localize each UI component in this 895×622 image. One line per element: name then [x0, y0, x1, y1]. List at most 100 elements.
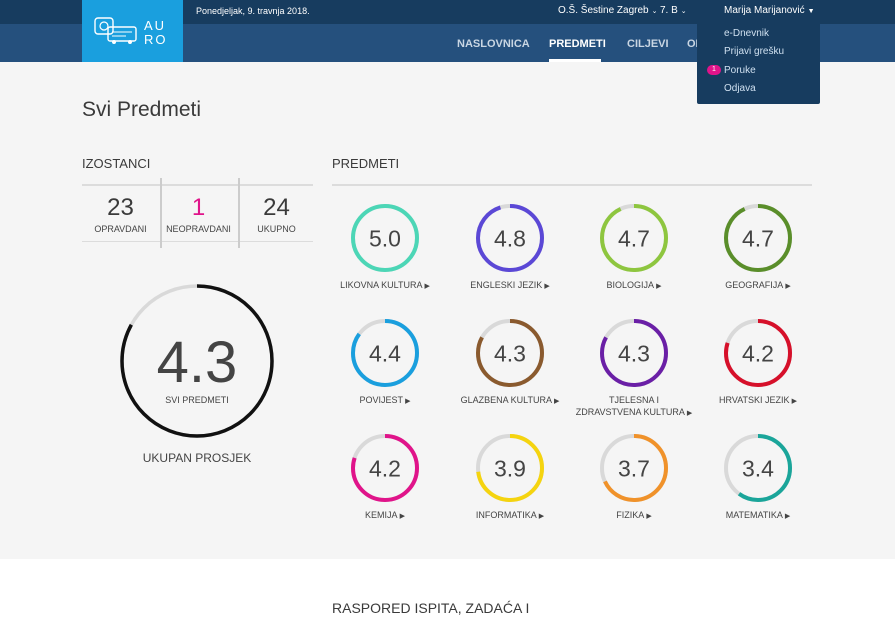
subject-povijest-ring[interactable]: 4.4 — [351, 319, 419, 387]
subject-label-text: HRVATSKI JEZIK — [719, 395, 790, 405]
subject-label-text: INFORMATIKA — [475, 510, 537, 520]
subjects-heading: PREDMETI — [332, 156, 400, 171]
subject-label-text: POVIJEST — [359, 395, 404, 405]
absences-unexcused: 1 NEOPRAVDANI — [160, 186, 237, 242]
subject-label-text: MATEMATIKA — [725, 510, 783, 520]
subject-link-tjelesna-i-zdravstvena-kultura[interactable]: TJELESNA I ZDRAVSTVENA KULTURA ▶ — [564, 394, 704, 420]
subject-link-geografija[interactable]: GEOGRAFIJA ▶ — [688, 279, 828, 293]
column-divider — [238, 178, 240, 248]
subject-glazbena-kultura-ring-progress — [476, 319, 544, 387]
caret-right-icon: ▶ — [784, 513, 791, 520]
subject-matematika-value: 3.4 — [742, 455, 774, 481]
overall-average-label: SVI PREDMETI — [165, 395, 229, 405]
menu-item-report-bug[interactable]: Prijavi grešku — [724, 46, 785, 57]
user-dropdown-menu: e-Dnevnik Prijavi grešku 1 Poruke Odjava — [697, 24, 820, 104]
schedule-section — [0, 559, 895, 622]
subject-biologija-value: 4.7 — [618, 225, 650, 251]
subject-link-povijest[interactable]: POVIJEST ▶ — [315, 394, 455, 408]
app-logo[interactable]: AU RO — [82, 0, 183, 62]
caret-right-icon: ▶ — [405, 398, 411, 405]
subject-informatika-value: 3.9 — [494, 455, 526, 481]
logo-icon — [94, 17, 137, 44]
school-selector[interactable]: O.Š. Šestine Zagreb ⌄ — [558, 5, 657, 16]
caret-right-icon: ▶ — [656, 283, 662, 290]
subject-label-text: BIOLOGIJA — [606, 280, 655, 290]
subject-label-text: KEMIJA — [365, 510, 398, 520]
overall-average-caption: UKUPAN PROSJEK — [142, 451, 252, 465]
subject-likovna-kultura-value: 5.0 — [369, 225, 401, 251]
subject-fizika-value: 3.7 — [618, 455, 650, 481]
subject-fizika-ring[interactable]: 3.7 — [600, 434, 668, 502]
subject-kemija-value: 4.2 — [369, 455, 401, 481]
subject-matematika-ring[interactable]: 3.4 — [724, 434, 792, 502]
subject-link-hrvatski-jezik[interactable]: HRVATSKI JEZIK ▶ — [688, 394, 828, 408]
subject-matematika-ring-progress — [724, 434, 792, 502]
column-divider — [160, 178, 162, 248]
subject-povijest-ring-progress — [351, 319, 419, 387]
subject-label-text: TJELESNA I — [608, 395, 660, 405]
overall-average-ring-progress — [120, 284, 274, 438]
subject-informatika-ring-progress — [476, 434, 544, 502]
subject-glazbena-kultura-ring[interactable]: 4.3 — [476, 319, 544, 387]
subject-link-informatika[interactable]: INFORMATIKA ▶ — [440, 509, 580, 523]
subject-label-text: GLAZBENA KULTURA — [460, 395, 552, 405]
subject-label-text: FIZIKA — [616, 510, 645, 520]
subject-fizika-ring-progress — [600, 434, 668, 502]
caret-right-icon: ▶ — [399, 513, 405, 520]
user-name: Marija Marijanović — [724, 5, 805, 16]
absences-excused-count: 23 — [107, 194, 134, 221]
subject-geografija-ring[interactable]: 4.7 — [724, 204, 792, 272]
subject-likovna-kultura-ring-progress — [351, 204, 419, 272]
subject-likovna-kultura-ring[interactable]: 5.0 — [351, 204, 419, 272]
absences-total-label: UKUPNO — [257, 224, 296, 234]
subject-label-text: LIKOVNA KULTURA — [340, 280, 423, 290]
subject-label-text: ENGLESKI JEZIK — [470, 280, 543, 290]
subject-kemija-ring-progress — [351, 434, 419, 502]
nav-ciljevi[interactable]: CILJEVI — [627, 38, 669, 50]
subject-link-likovna-kultura[interactable]: LIKOVNA KULTURA ▶ — [315, 279, 455, 293]
caret-down-icon: ▼ — [807, 8, 815, 15]
nav-naslovnica[interactable]: NASLOVNICA — [457, 38, 530, 50]
logo-text-line1: AU — [144, 18, 167, 33]
subject-tjelesna-i-zdravstvena-kultura-value: 4.3 — [618, 340, 650, 366]
subject-biologija-ring[interactable]: 4.7 — [600, 204, 668, 272]
absences-unexcused-label: NEOPRAVDANI — [166, 224, 231, 234]
schedule-title: RASPORED ISPITA, ZADAĆA I OSTALIH ZADATA… — [332, 600, 530, 622]
subject-povijest-value: 4.4 — [369, 340, 401, 366]
subject-link-glazbena-kultura[interactable]: GLAZBENA KULTURA ▶ — [440, 394, 580, 408]
subject-informatika-ring[interactable]: 3.9 — [476, 434, 544, 502]
page-title: Svi Predmeti — [82, 98, 202, 121]
school-name: O.Š. Šestine Zagreb — [558, 5, 649, 16]
absences-heading: IZOSTANCI — [82, 156, 151, 171]
nav-predmeti[interactable]: PREDMETI — [549, 38, 606, 50]
chevron-down-icon: ⌄ — [680, 8, 687, 15]
subject-glazbena-kultura-value: 4.3 — [494, 340, 526, 366]
class-selector[interactable]: 7. B ⌄ — [660, 5, 687, 16]
subject-link-biologija[interactable]: BIOLOGIJA ▶ — [564, 279, 704, 293]
menu-item-e-dnevnik[interactable]: e-Dnevnik — [724, 28, 770, 39]
subject-link-engleski-jezik[interactable]: ENGLESKI JEZIK ▶ — [440, 279, 580, 293]
subject-tjelesna-i-zdravstvena-kultura-ring-progress — [600, 319, 668, 387]
subject-link-kemija[interactable]: KEMIJA ▶ — [315, 509, 455, 523]
user-menu-toggle[interactable]: Marija Marijanović ▼ — [724, 5, 815, 16]
subject-link-matematika[interactable]: MATEMATIKA ▶ — [688, 509, 828, 523]
nav-more[interactable]: OI — [687, 38, 699, 50]
subject-link-fizika[interactable]: FIZIKA ▶ — [564, 509, 704, 523]
subject-engleski-jezik-ring[interactable]: 4.8 — [476, 204, 544, 272]
menu-item-messages[interactable]: Poruke — [724, 65, 756, 76]
caret-right-icon: ▶ — [424, 283, 430, 290]
absences-total-count: 24 — [263, 194, 290, 221]
absences-excused: 23 OPRAVDANI — [82, 186, 159, 242]
logo-text-line2: RO — [144, 32, 168, 47]
subject-hrvatski-jezik-ring[interactable]: 4.2 — [724, 319, 792, 387]
menu-item-logout[interactable]: Odjava — [724, 83, 756, 94]
subject-label-text: GEOGRAFIJA — [725, 280, 784, 290]
absences-unexcused-count: 1 — [191, 194, 206, 221]
subject-tjelesna-i-zdravstvena-kultura-ring[interactable]: 4.3 — [600, 319, 668, 387]
messages-count-badge: 1 — [707, 65, 721, 75]
absences-summary: 23 OPRAVDANI 1 NEOPRAVDANI 24 UKUPNO — [82, 186, 313, 242]
class-name: 7. B — [660, 5, 678, 16]
subject-kemija-ring[interactable]: 4.2 — [351, 434, 419, 502]
